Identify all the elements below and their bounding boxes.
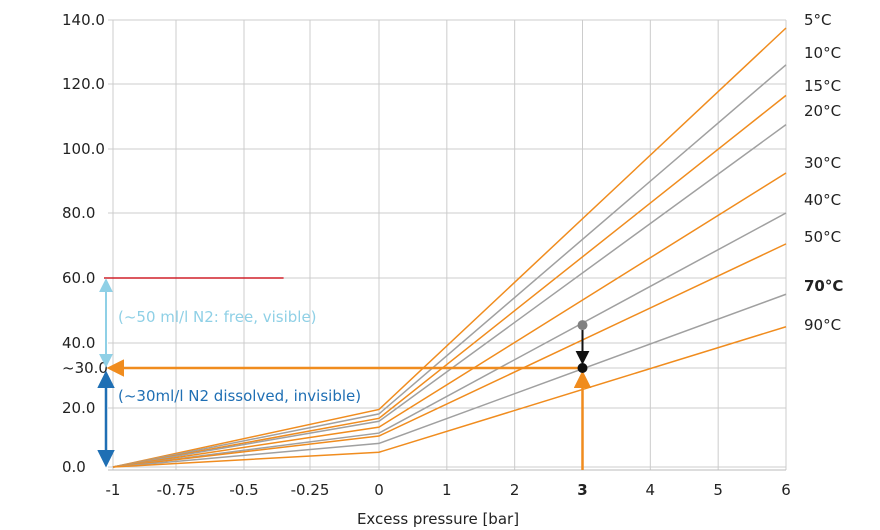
series-line: [112, 172, 787, 468]
series-label: 90°C: [804, 316, 841, 334]
series-label: 15°C: [804, 77, 841, 95]
x-axis-title: Excess pressure [bar]: [357, 510, 519, 528]
series-line: [112, 94, 787, 468]
series-line: [112, 212, 787, 468]
black-point: [577, 363, 588, 373]
y-tick-label: ~30.0: [62, 359, 108, 377]
series-label: 20°C: [804, 102, 841, 120]
y-tick-label: 20.0: [62, 399, 95, 417]
series-label: 10°C: [804, 44, 841, 62]
series-label: 40°C: [804, 191, 841, 209]
x-tick-label: 4: [646, 481, 656, 499]
grey-point: [577, 320, 588, 331]
free-gas-label: (~50 ml/l N2: free, visible): [118, 308, 317, 326]
series-label: 30°C: [804, 154, 841, 172]
x-tick-label: 2: [510, 481, 520, 499]
y-tick-label: 60.0: [62, 269, 95, 287]
x-tick-label: 3: [577, 481, 587, 499]
series-line: [112, 124, 787, 468]
series-label: 5°C: [804, 11, 832, 29]
y-tick-label: 0.0: [62, 458, 86, 476]
x-tick-label: -0.25: [291, 481, 330, 499]
series-line: [112, 243, 787, 468]
x-tick-label: 6: [781, 481, 791, 499]
series-label: 70°C: [804, 277, 843, 295]
series-label: 50°C: [804, 228, 841, 246]
series-line: [112, 326, 787, 468]
x-tick-label: 0: [374, 481, 384, 499]
x-tick-label: 1: [442, 481, 452, 499]
y-tick-label: 100.0: [62, 140, 105, 158]
dissolved-gas-label: (~30ml/l N2 dissolved, invisible): [118, 387, 361, 405]
y-tick-label: 120.0: [62, 75, 105, 93]
y-tick-label: 40.0: [62, 334, 95, 352]
y-tick-label: 140.0: [62, 11, 105, 29]
series-line: [112, 293, 787, 468]
y-tick-label: 80.0: [62, 204, 95, 222]
series-line: [112, 64, 787, 468]
x-tick-label: -1: [106, 481, 121, 499]
x-tick-label: 5: [713, 481, 723, 499]
x-tick-label: -0.75: [157, 481, 196, 499]
x-tick-label: -0.5: [229, 481, 258, 499]
series-line: [112, 27, 787, 468]
